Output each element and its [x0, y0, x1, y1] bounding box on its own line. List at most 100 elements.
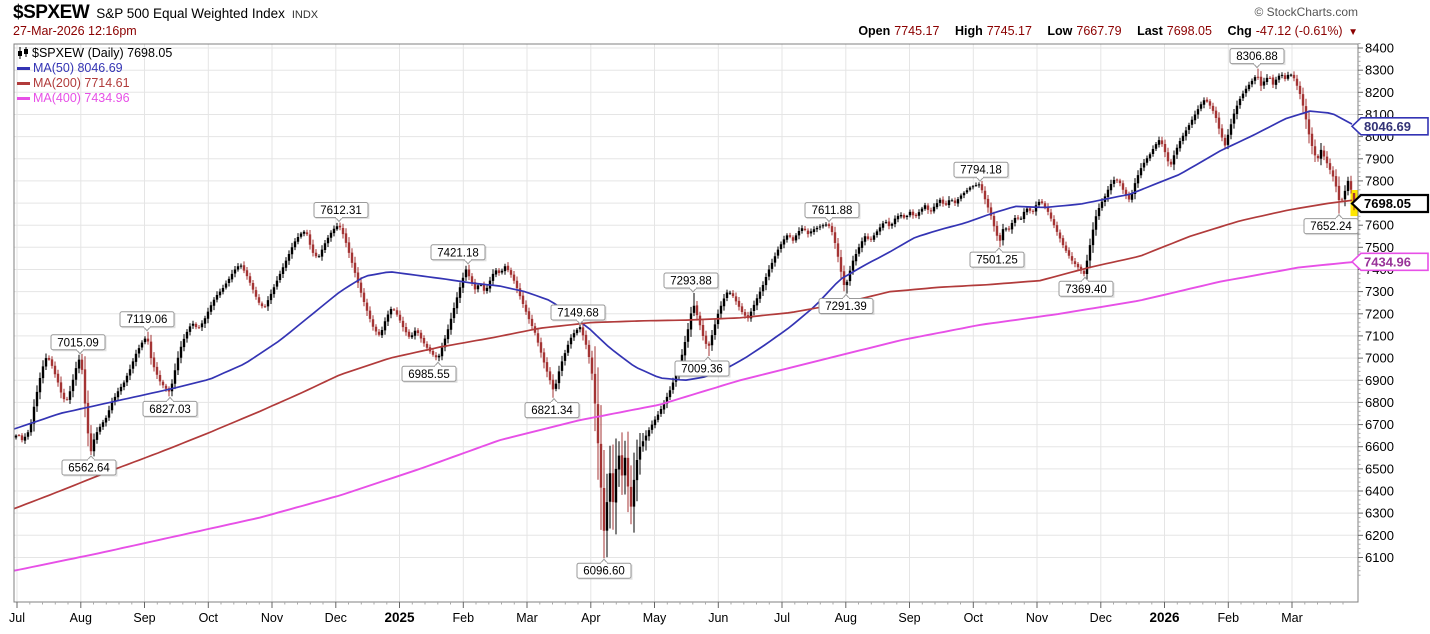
chg-label: Chg	[1227, 24, 1252, 38]
y-axis-labels: 6100 6200 6300 6400 6500 6600 6700 6800 6900 7000…	[1365, 41, 1394, 566]
svg-text:6800: 6800	[1365, 395, 1394, 410]
svg-text:6400: 6400	[1365, 484, 1394, 499]
chart-legend: $SPXEW (Daily) 7698.05 MA(50) 8046.69 MA…	[17, 46, 172, 106]
svg-text:7119.06: 7119.06	[127, 314, 168, 326]
svg-text:Mar: Mar	[1281, 611, 1303, 625]
svg-text:Feb: Feb	[1218, 611, 1240, 625]
low-value: 7667.79	[1076, 24, 1122, 38]
legend-ma200-row: MA(200) 7714.61	[17, 76, 172, 91]
svg-text:6562.64: 6562.64	[68, 462, 110, 474]
legend-ma50-row: MA(50) 8046.69	[17, 61, 172, 76]
symbol: $SPXEW	[13, 2, 90, 23]
legend-ma400-label: MA(400) 7434.96	[33, 91, 130, 105]
svg-text:6827.03: 6827.03	[149, 404, 191, 416]
symbol-exchange: INDX	[291, 9, 319, 21]
svg-text:8306.88: 8306.88	[1236, 51, 1278, 63]
svg-text:7698.05: 7698.05	[1364, 196, 1411, 211]
svg-text:7291.39: 7291.39	[825, 301, 867, 313]
svg-text:7200: 7200	[1365, 306, 1394, 321]
high-label: High	[954, 24, 983, 38]
chart-datetime: 27-Mar-2026 12:16pm	[13, 24, 137, 38]
low-label: Low	[1047, 24, 1073, 38]
svg-text:Nov: Nov	[261, 611, 284, 625]
svg-text:7500: 7500	[1365, 240, 1394, 255]
candles-down	[17, 68, 1356, 559]
axis-callouts: 8046.69 7698.05 7434.96	[1350, 117, 1430, 272]
high-value: 7745.17	[986, 24, 1032, 38]
svg-text:6100: 6100	[1365, 550, 1394, 565]
svg-text:8400: 8400	[1365, 41, 1394, 56]
svg-text:7009.36: 7009.36	[681, 364, 723, 376]
chg-value: -47.12 (-0.61%)	[1255, 24, 1343, 38]
svg-text:Sep: Sep	[898, 611, 920, 625]
legend-ma200-label: MA(200) 7714.61	[33, 76, 130, 90]
svg-text:2025: 2025	[384, 610, 415, 625]
svg-text:Aug: Aug	[70, 611, 92, 625]
svg-text:Jun: Jun	[708, 611, 728, 625]
svg-text:7434.96: 7434.96	[1364, 254, 1411, 269]
svg-text:Sep: Sep	[133, 611, 155, 625]
ma200-line-swatch	[17, 82, 30, 86]
svg-text:Dec: Dec	[1090, 611, 1112, 625]
svg-text:Feb: Feb	[453, 611, 475, 625]
quote-summary: Open 7745.17 High 7745.17 Low 7667.79 Last 7…	[858, 24, 1358, 38]
legend-main-label: $SPXEW (Daily) 7698.05	[32, 46, 173, 60]
svg-text:6821.34: 6821.34	[531, 405, 573, 417]
svg-text:6200: 6200	[1365, 528, 1394, 543]
svg-text:7015.09: 7015.09	[57, 337, 99, 349]
svg-text:6900: 6900	[1365, 373, 1394, 388]
chart-header: $SPXEW S&P 500 Equal Weighted Index INDX	[13, 2, 318, 24]
ma400-line-swatch	[17, 97, 30, 101]
svg-text:7421.18: 7421.18	[437, 247, 479, 259]
ma50-line-swatch	[17, 67, 30, 71]
chg-down-arrow-icon: ▼	[1348, 27, 1358, 38]
symbol-name: S&P 500 Equal Weighted Index	[96, 6, 285, 21]
legend-ma400-row: MA(400) 7434.96	[17, 91, 172, 106]
svg-text:Jul: Jul	[774, 611, 790, 625]
svg-text:6985.55: 6985.55	[408, 369, 450, 381]
svg-text:8300: 8300	[1365, 63, 1394, 78]
svg-text:Jul: Jul	[9, 611, 25, 625]
svg-text:7600: 7600	[1365, 218, 1394, 233]
svg-text:May: May	[643, 611, 667, 625]
svg-text:Dec: Dec	[325, 611, 347, 625]
last-value: 7698.05	[1166, 24, 1212, 38]
plot-border	[13, 43, 1359, 603]
svg-text:Apr: Apr	[581, 611, 600, 625]
svg-text:7300: 7300	[1365, 284, 1394, 299]
svg-text:7293.88: 7293.88	[670, 276, 712, 288]
svg-text:Oct: Oct	[199, 611, 219, 625]
svg-text:7149.68: 7149.68	[557, 307, 599, 319]
price-annotations: 7015.09 6562.64 7119.06 6827.03 7612.31 6985.…	[50, 48, 1360, 580]
candles-up	[14, 71, 1350, 558]
svg-text:7611.88: 7611.88	[812, 205, 853, 217]
svg-text:Mar: Mar	[516, 611, 538, 625]
stockcharts-credit: © StockCharts.com	[1254, 5, 1358, 19]
svg-text:6300: 6300	[1365, 506, 1394, 521]
svg-text:2026: 2026	[1149, 610, 1180, 625]
svg-text:7501.25: 7501.25	[976, 255, 1018, 267]
ma50-line	[13, 110, 1353, 430]
svg-text:7900: 7900	[1365, 151, 1394, 166]
svg-text:Aug: Aug	[835, 611, 857, 625]
axis-ticks	[16, 43, 1363, 608]
svg-text:7000: 7000	[1365, 351, 1394, 366]
svg-text:7100: 7100	[1365, 328, 1394, 343]
x-axis-labels: Jul Aug Sep Oct Nov Dec 2025 Feb Mar Apr May Jun Jul…	[9, 610, 1303, 625]
gridlines	[14, 44, 1358, 602]
svg-text:Nov: Nov	[1026, 611, 1049, 625]
ma200-line	[13, 199, 1353, 510]
open-label: Open	[858, 24, 891, 38]
svg-text:7652.24: 7652.24	[1310, 221, 1352, 233]
svg-text:Oct: Oct	[964, 611, 984, 625]
svg-text:7794.18: 7794.18	[960, 165, 1002, 177]
svg-text:6500: 6500	[1365, 461, 1394, 476]
svg-text:7800: 7800	[1365, 173, 1394, 188]
svg-text:6700: 6700	[1365, 417, 1394, 432]
legend-ma50-label: MA(50) 8046.69	[33, 61, 123, 75]
last-label: Last	[1137, 24, 1163, 38]
svg-text:7612.31: 7612.31	[320, 205, 362, 217]
ma400-line	[13, 261, 1353, 572]
legend-main-row: $SPXEW (Daily) 7698.05	[17, 46, 172, 61]
